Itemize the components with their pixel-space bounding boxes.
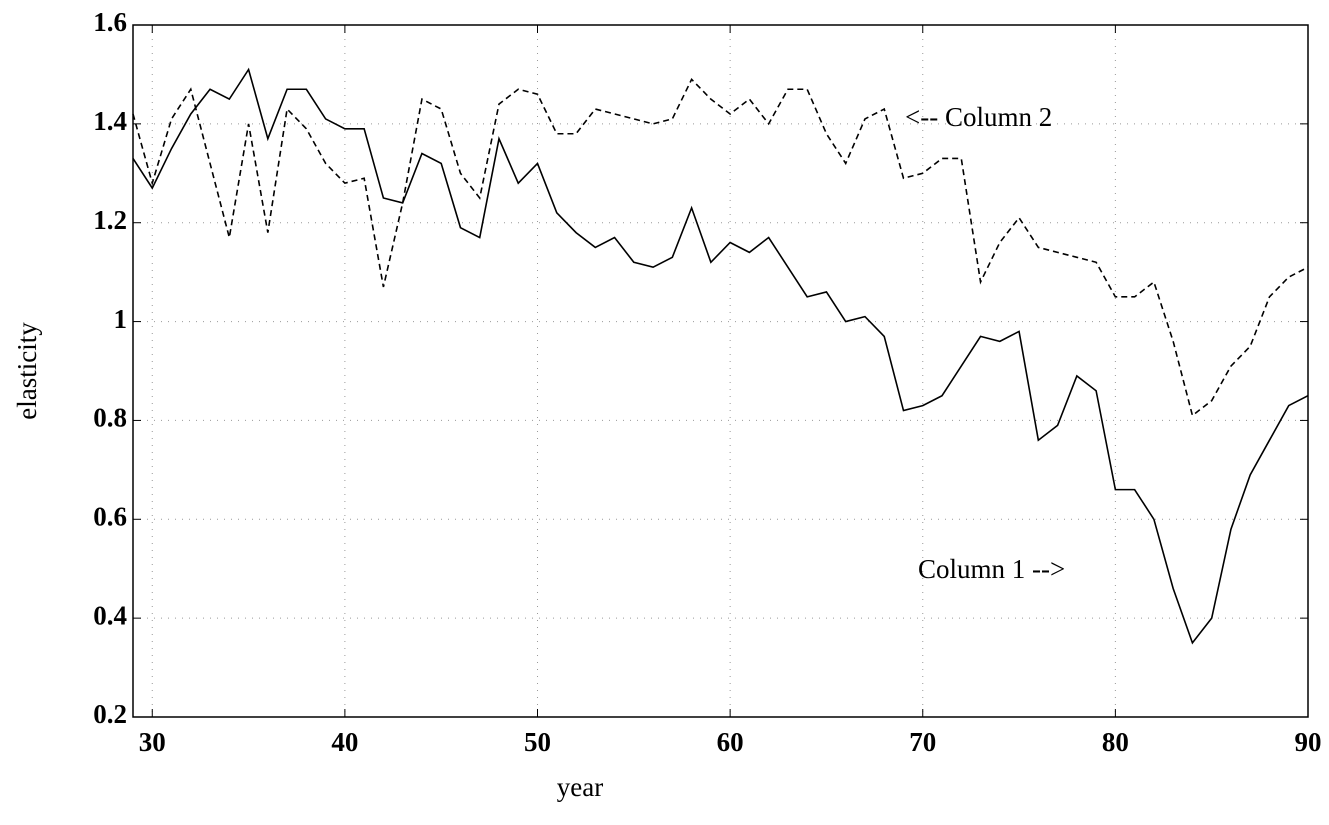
data-line bbox=[132, 67, 1309, 645]
y-tick-label: 1 bbox=[114, 304, 128, 334]
annotation: <-- Column 2 bbox=[905, 102, 1052, 132]
y-tick-label: 1.2 bbox=[93, 205, 127, 235]
y-tick-label: 1.4 bbox=[93, 106, 127, 136]
x-tick-label: 80 bbox=[1102, 727, 1129, 757]
y-tick-label: 1.6 bbox=[93, 7, 127, 37]
y-tick-label: 0.2 bbox=[93, 699, 127, 729]
y-tick-label: 0.4 bbox=[93, 600, 127, 630]
y-tick-label: 0.6 bbox=[93, 501, 127, 531]
x-tick-label: 50 bbox=[524, 727, 551, 757]
x-tick-label: 70 bbox=[909, 727, 936, 757]
x-tick-label: 30 bbox=[139, 727, 166, 757]
x-tick-label: 90 bbox=[1295, 727, 1322, 757]
y-axis-label: elasticity bbox=[12, 322, 42, 420]
x-axis-label: year bbox=[557, 772, 603, 802]
y-tick-label: 0.8 bbox=[93, 403, 127, 433]
plot-frame bbox=[132, 24, 1309, 718]
annotation: Column 1 --> bbox=[918, 554, 1065, 584]
x-tick-label: 60 bbox=[717, 727, 744, 757]
x-tick-label: 40 bbox=[331, 727, 358, 757]
data-line bbox=[132, 77, 1309, 417]
